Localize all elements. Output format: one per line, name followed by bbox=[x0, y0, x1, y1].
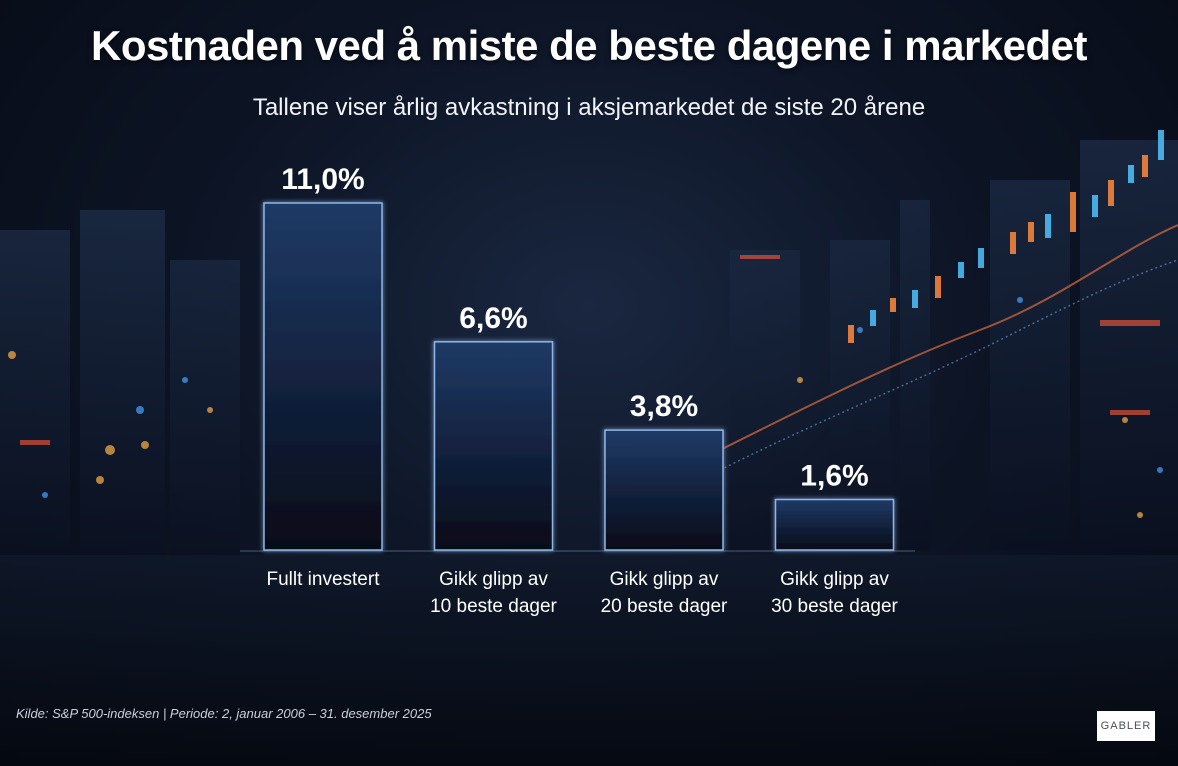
category-label-3-line-2: 20 beste dager bbox=[601, 596, 728, 617]
category-label-1: Fullt investert bbox=[267, 569, 381, 590]
bar-1 bbox=[263, 202, 383, 551]
gabler-logo: GABLER bbox=[1097, 711, 1155, 741]
bar-3 bbox=[604, 429, 724, 551]
value-label-3: 3,8% bbox=[630, 390, 698, 423]
category-label-4-line-1: Gikk glipp av bbox=[780, 569, 889, 590]
value-label-4: 1,6% bbox=[800, 460, 868, 493]
category-label-4-line-2: 30 beste dager bbox=[771, 596, 898, 617]
value-label-1: 11,0% bbox=[281, 163, 364, 196]
category-label-3-line-1: Gikk glipp av bbox=[610, 569, 719, 590]
bar-2 bbox=[433, 341, 554, 551]
bar-4 bbox=[774, 498, 895, 551]
chart-title: Kostnaden ved å miste de beste dagene i … bbox=[90, 22, 1088, 69]
source-note: Kilde: S&P 500-indeksen | Periode: 2, ja… bbox=[16, 706, 432, 721]
value-label-2: 6,6% bbox=[459, 302, 527, 335]
category-label-2-line-1: Gikk glipp av bbox=[439, 569, 548, 590]
category-label-2-line-2: 10 beste dager bbox=[430, 596, 557, 617]
chart-subtitle: Tallene viser årlig avkastning i aksjema… bbox=[252, 94, 926, 121]
